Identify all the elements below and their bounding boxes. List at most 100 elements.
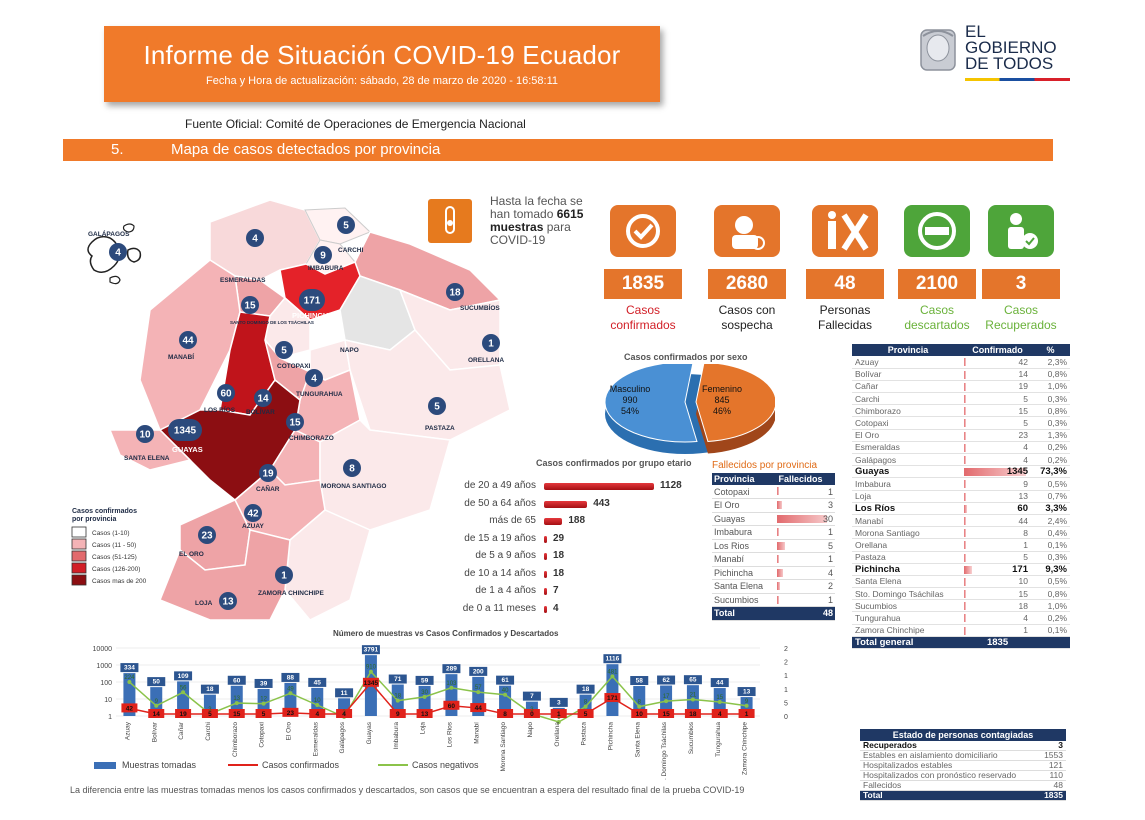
deaths-by-province: Fallecidos por provincia Provincia Falle… (712, 460, 835, 621)
age-row: de 10 a 14 años 18 (458, 568, 698, 582)
category-label: Chimborazo (232, 722, 239, 757)
province-confirmed: 10 (1018, 576, 1028, 587)
confirmed-bar (964, 626, 967, 635)
table-row: Sucumbios 18 1,0% (852, 599, 1070, 613)
confirmed-bar (964, 431, 967, 440)
point-confirmados-label: 5 (584, 711, 588, 718)
confirmed-bar (964, 529, 967, 538)
point-confirmados-label: 44 (475, 705, 483, 712)
confirmed-bar (964, 541, 967, 550)
point-confirmados-label: 60 (448, 703, 456, 710)
bar-muestras-label: 289 (446, 666, 457, 673)
age-value: 1128 (660, 480, 682, 491)
table-row: Zamora Chinchipe 1 0,1% (852, 624, 1070, 637)
bar-muestras-label: 3 (557, 699, 561, 706)
point-confirmados (175, 709, 192, 718)
province-label-galapagos: GALÁPAGOS (88, 229, 130, 238)
point-negativos-label: 56 (180, 685, 187, 691)
right-axis-tick: 500 (784, 700, 788, 707)
age-row: de 5 a 9 años 18 (458, 550, 698, 564)
province-confirmed: 1 (1023, 625, 1028, 636)
age-bar (544, 483, 654, 490)
samples-count: 6615 (556, 207, 584, 221)
point-confirmados-label: 1 (745, 711, 749, 718)
point-negativos-label: 57 (475, 685, 482, 691)
deaths-province: Santa Elena (712, 579, 777, 594)
case-bubble-count: 171 (304, 296, 321, 307)
case-bubble (275, 566, 293, 584)
point-negativos-label: 3 (208, 707, 212, 713)
age-label: de 50 a 64 años (464, 497, 536, 509)
province-label-canar: CAÑAR (256, 484, 280, 493)
province-label-manabi: MANABÍ (168, 352, 194, 361)
age-value: 4 (553, 602, 559, 614)
point-confirmados-label: 8 (503, 711, 507, 718)
table-row: Manabí 44 2,4% (852, 514, 1070, 528)
province-name: Azuay (852, 356, 965, 369)
point-confirmados-label: 5 (262, 711, 266, 718)
case-bubble-count: 18 (449, 288, 461, 299)
point-negativos (234, 701, 239, 706)
province-name: Zamora Chinchipe (852, 624, 965, 637)
province-name: Santa Elena (852, 575, 965, 589)
legend-label: Muestras tomadas (122, 760, 197, 770)
deaths-col-count: Fallecidos (776, 473, 835, 485)
bar-muestras-label: 62 (662, 677, 670, 684)
case-bubble (286, 413, 304, 431)
table-row: Orellana 1 0,1% (852, 538, 1070, 552)
point-confirmados (711, 709, 728, 718)
age-value: 188 (568, 515, 586, 526)
bar-muestras-label: 71 (394, 676, 402, 683)
point-confirmados-label: 42 (126, 705, 134, 712)
bar-muestras-label: 11 (341, 690, 348, 697)
case-bubble (254, 389, 272, 407)
province-label-santo-domingo: SANTO DOMINGO DE LOS TSÁCHILAS (230, 319, 314, 325)
table-row: El Oro 3 (712, 498, 835, 513)
bar-muestras (633, 686, 646, 716)
point-confirmados (121, 703, 138, 713)
case-bubble-count: 5 (281, 346, 287, 357)
province-confirmed: 5 (1023, 552, 1028, 563)
age-bar (544, 553, 547, 560)
age-value: 18 (553, 567, 565, 579)
case-bubble (482, 334, 500, 352)
province-name: Pastaza (852, 551, 965, 564)
stat-value: 2100 (898, 269, 976, 299)
left-axis-tick: 100 (100, 680, 112, 687)
province-name: Orellana (852, 538, 965, 552)
province-percent: 0,1% (1030, 624, 1070, 637)
table-row: El Oro 23 1,3% (852, 429, 1070, 442)
case-bubble-count: 13 (222, 597, 234, 608)
category-label: Sucumbios (688, 721, 695, 754)
category-label: Cotopaxi (259, 722, 266, 748)
deaths-bar (776, 501, 782, 509)
case-bubble-count: 9 (320, 251, 326, 262)
province-confirmed: 171 (1012, 563, 1028, 575)
stat-label-line-2: Recuperados (985, 318, 1057, 332)
bar-muestras-label: 13 (743, 689, 751, 696)
province-confirmed: 4 (1023, 442, 1028, 453)
point-negativos (368, 669, 373, 674)
table-row: Morona Santiago 8 0,4% (852, 526, 1070, 540)
check-icon (610, 205, 676, 257)
deaths-count: 1 (827, 486, 833, 497)
category-label: Napo (527, 722, 534, 738)
category-label: Santa Elena (634, 722, 641, 758)
province-label-azuay: AZUAY (242, 523, 264, 530)
case-bubble (246, 229, 264, 247)
province-label-santa-elena: SANTA ELENA (124, 455, 170, 462)
legend-label: Casos (51-125) (92, 554, 137, 561)
pie-female-label: Femenino (702, 384, 742, 394)
province-confirmed: 18 (1018, 600, 1028, 611)
stat-label: Casos con sospecha (708, 303, 786, 333)
confirmed-bar (964, 590, 967, 599)
point-confirmados (497, 709, 514, 718)
province-percent: 0,3% (1030, 416, 1070, 430)
point-negativos-label: 8 (638, 700, 642, 706)
legend-swatch-muestras (94, 762, 116, 769)
map-legend: Casos confirmados por provincia Casos (1… (71, 508, 147, 586)
point-confirmados (604, 693, 621, 703)
deaths-col-province: Provincia (712, 473, 777, 485)
table-row: Bolívar 14 0,8% (852, 368, 1070, 381)
point-confirmados (389, 709, 406, 718)
